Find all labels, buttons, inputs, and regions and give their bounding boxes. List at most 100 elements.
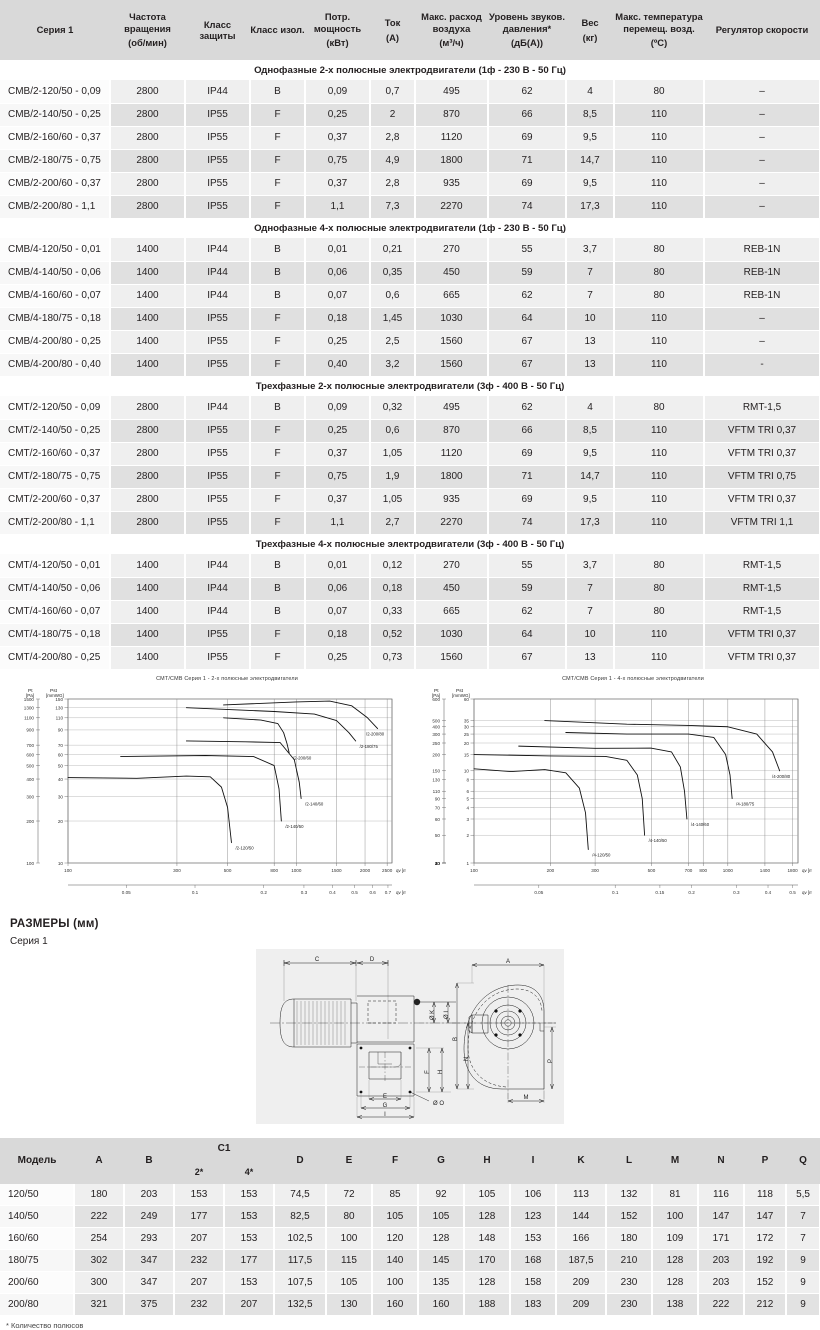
spec-cell: 7: [566, 284, 615, 308]
curve-/4-140/60: [518, 745, 688, 819]
svg-text:10: 10: [435, 860, 441, 865]
spec-cell: IP55: [185, 195, 251, 219]
spec-cell: 80: [614, 600, 705, 624]
spec-cell: 13: [566, 353, 615, 377]
svg-text:qv [m³/s]: qv [m³/s]: [802, 890, 812, 895]
table-row: CMB/2-120/50 - 0,09 2800 IP44 B 0,09 0,7 495 62…: [0, 80, 820, 104]
spec-cell: 1400: [110, 353, 186, 377]
spec-model-cell: CMB/2-200/80 - 1,1: [0, 195, 111, 219]
table-row: 180/75 302 347 232 177 117,5 115 140 145 170 168 18…: [0, 1249, 820, 1272]
spec-cell: F: [250, 442, 306, 466]
spec-cell: 2800: [110, 465, 186, 489]
dims-cell: 140: [372, 1249, 420, 1272]
chart-4pole-plot: 6005004003002502001501301109070605040302…: [432, 688, 812, 895]
spec-cell: 1,1: [305, 195, 371, 219]
chart-4pole-title: CMT/CMB Серия 1 - 4-х полюсные электродв…: [562, 675, 704, 682]
svg-text:10: 10: [464, 768, 470, 773]
table-row: CMB/4-140/50 - 0,06 1400 IP44 B 0,06 0,35 450 5…: [0, 261, 820, 285]
svg-text:qv [m³/h]: qv [m³/h]: [802, 868, 812, 873]
spec-cell: IP44: [185, 284, 251, 308]
svg-text:0.7: 0.7: [385, 890, 392, 895]
svg-text:700: 700: [26, 742, 34, 747]
spec-cell: 2800: [110, 103, 186, 127]
spec-cell: 74: [488, 195, 567, 219]
dims-col-header-G: G: [418, 1137, 465, 1184]
spec-cell: –: [704, 307, 820, 331]
spec-cell: 2800: [110, 172, 186, 196]
dims-cell: 321: [74, 1293, 125, 1316]
spec-model-cell: CMT/4-200/80 - 0,25: [0, 646, 111, 670]
svg-text:0.1: 0.1: [192, 890, 199, 895]
dims-cell: 72: [326, 1183, 374, 1206]
spec-cell: 1,05: [370, 488, 416, 512]
spec-cell: F: [250, 307, 306, 331]
spec-section-title: Трехфазные 2-х полюсные электродвигатели…: [0, 376, 820, 396]
dims-cell: 105: [326, 1271, 374, 1294]
spec-cell: 59: [488, 261, 567, 285]
spec-cell: F: [250, 103, 306, 127]
dims-header-row-1: Модель A B C1 D E F G H I K L M N P Q: [0, 1137, 820, 1184]
table-row: CMT/4-160/60 - 0,07 1400 IP44 B 0,07 0,33 665 6…: [0, 600, 820, 624]
svg-text:130: 130: [55, 705, 63, 710]
spec-cell: VFTM TRI 0,37: [704, 442, 820, 466]
spec-cell: 1030: [415, 307, 489, 331]
curve-/2-180/75: [185, 706, 357, 741]
dims-cell: 232: [174, 1249, 225, 1272]
spec-cell: 0,73: [370, 646, 416, 670]
spec-cell: 66: [488, 103, 567, 127]
spec-cell: F: [250, 330, 306, 354]
spec-cell: 1800: [415, 465, 489, 489]
spec-section-header: Трехфазные 2-х полюсные электродвигатели…: [0, 376, 820, 396]
spec-cell: 1400: [110, 600, 186, 624]
spec-cell: VFTM TRI 0,37: [704, 488, 820, 512]
spec-cell: 0,25: [305, 330, 371, 354]
spec-cell: 0,12: [370, 554, 416, 578]
dims-cell: 158: [510, 1271, 558, 1294]
spec-col-unit-7: (дБ(А)): [511, 37, 543, 49]
dims-cell: 203: [124, 1183, 175, 1206]
dims-c1-sub-4pole: 4*: [224, 1159, 275, 1184]
svg-text:0.15: 0.15: [655, 890, 664, 895]
svg-text:50: 50: [435, 833, 441, 838]
dims-cell: 300: [74, 1271, 125, 1294]
spec-cell: 4: [566, 80, 615, 104]
dims-cell: 130: [326, 1293, 374, 1316]
spec-cell: 4: [566, 396, 615, 420]
spec-cell: IP55: [185, 511, 251, 535]
spec-cell: 1800: [415, 149, 489, 173]
spec-model-cell: CMT/2-160/60 - 0,37: [0, 442, 111, 466]
spec-cell: F: [250, 511, 306, 535]
curve-label-/2-120/50: /2-120/50: [235, 845, 254, 850]
dims-cell: 187,5: [556, 1249, 608, 1272]
dims-col-header-L: L: [606, 1137, 653, 1184]
spec-cell: 2800: [110, 80, 186, 104]
dims-cell: 9: [786, 1293, 820, 1316]
spec-model-cell: CMB/2-140/50 - 0,25: [0, 103, 111, 127]
spec-cell: 0,40: [305, 353, 371, 377]
spec-cell: 7,3: [370, 195, 416, 219]
spec-cell: 1,05: [370, 442, 416, 466]
svg-text:300: 300: [173, 868, 181, 873]
dims-cell: 153: [224, 1271, 276, 1294]
spec-cell: 110: [614, 149, 705, 173]
spec-cell: 665: [415, 600, 489, 624]
svg-text:90: 90: [58, 727, 64, 732]
curve-label-/4-200/80: /4-200/80: [772, 773, 791, 778]
svg-text:800: 800: [270, 868, 278, 873]
spec-cell: 2800: [110, 419, 186, 443]
spec-cell: 74: [488, 511, 567, 535]
spec-cell: 1400: [110, 623, 186, 647]
spec-cell: 9,5: [566, 488, 615, 512]
spec-cell: 80: [614, 554, 705, 578]
spec-cell: IP55: [185, 646, 251, 670]
svg-text:600: 600: [432, 696, 440, 701]
dims-cell: 118: [744, 1183, 788, 1206]
spec-cell: IP44: [185, 577, 251, 601]
svg-text:0.5: 0.5: [789, 890, 796, 895]
curve-/2-120/50: [67, 775, 232, 843]
svg-text:90: 90: [435, 796, 441, 801]
spec-cell: 62: [488, 600, 567, 624]
drawing-label-a: A: [506, 959, 510, 965]
dims-cell: 222: [74, 1205, 125, 1228]
spec-cell: 110: [614, 488, 705, 512]
